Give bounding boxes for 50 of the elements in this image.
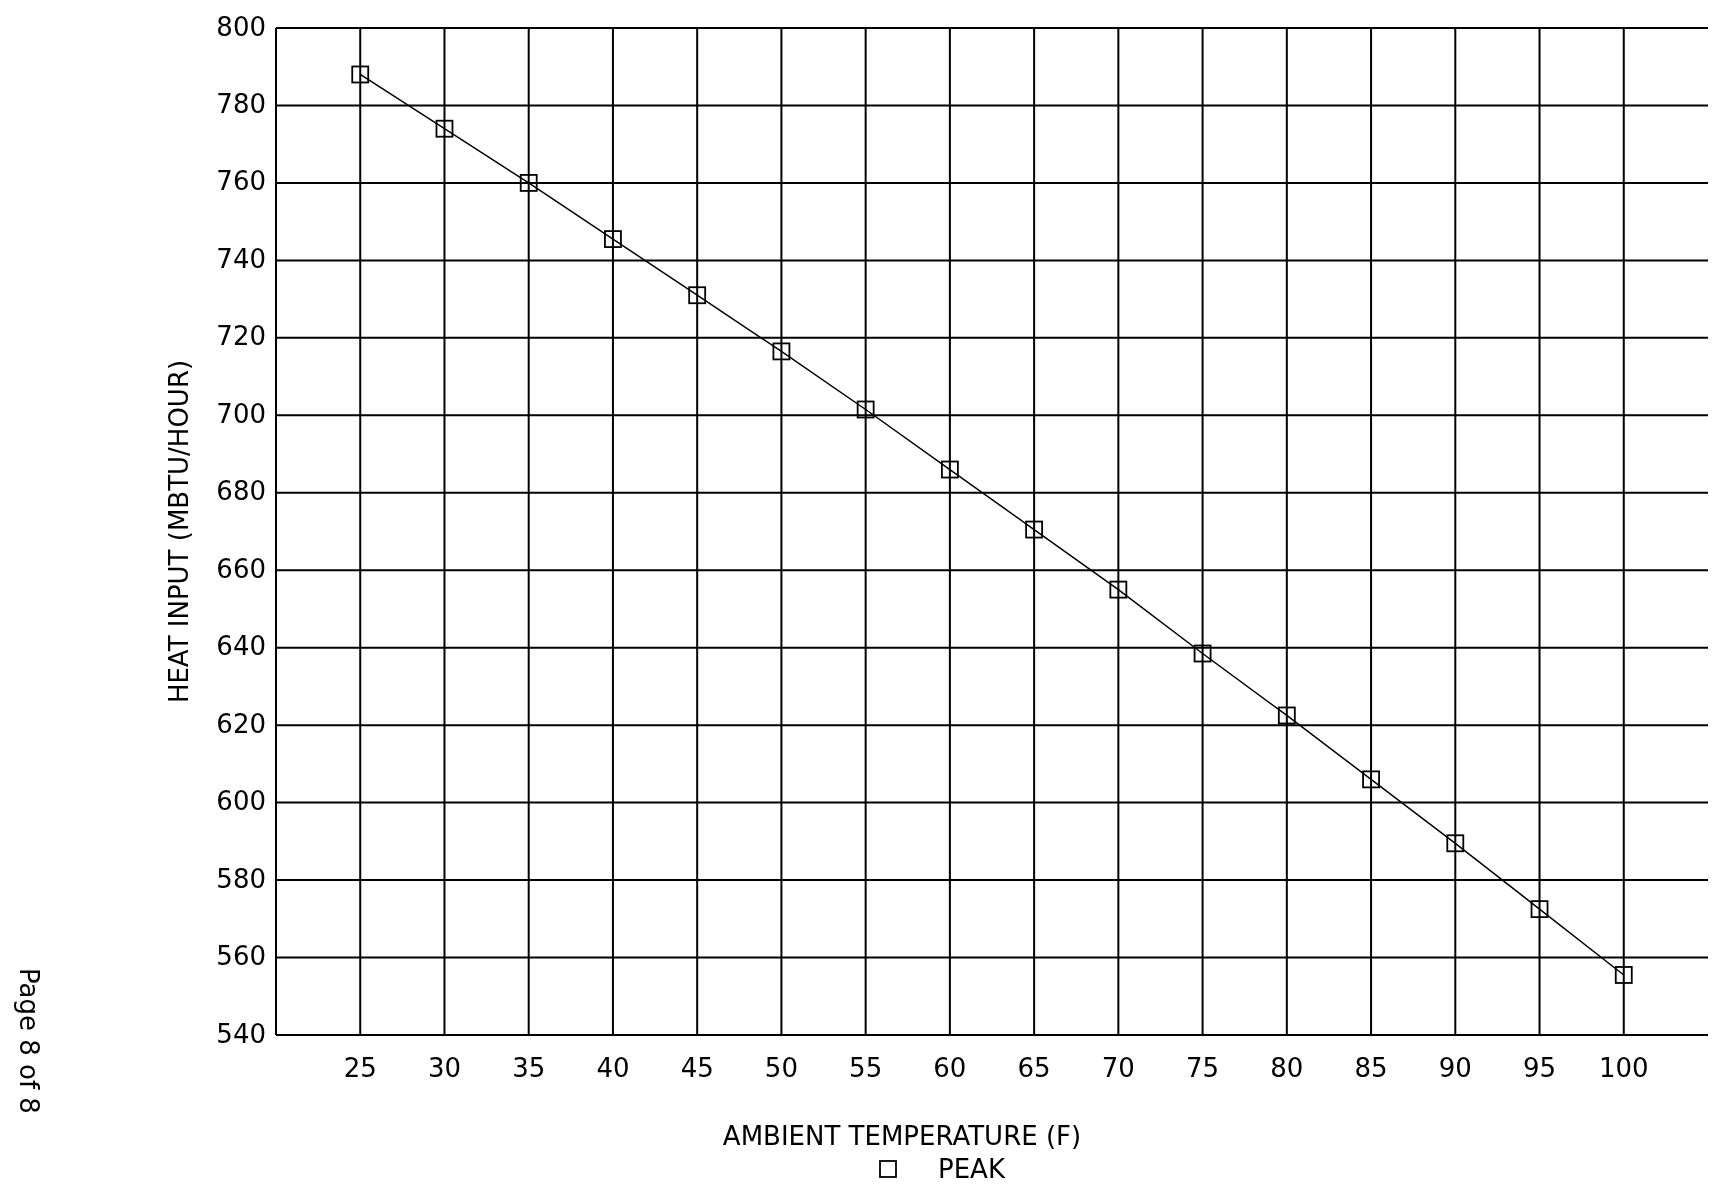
y-tick-label: 640 — [216, 631, 266, 662]
x-tick-label: 55 — [849, 1053, 883, 1083]
point — [856, 400, 875, 419]
x-tick-label: 70 — [1101, 1053, 1135, 1083]
point — [1277, 706, 1296, 725]
x-tick-label: 60 — [933, 1053, 967, 1083]
y-tick-label: 620 — [216, 708, 266, 739]
point — [1109, 580, 1128, 599]
x-tick-label: 35 — [512, 1053, 546, 1083]
point — [1446, 834, 1465, 853]
x-tick-label: 65 — [1017, 1053, 1051, 1083]
x-tick-label: 50 — [764, 1053, 798, 1083]
x-tick-label: 45 — [680, 1053, 714, 1083]
legend-label: PEAK — [938, 1154, 1006, 1184]
y-tick-label: 580 — [216, 863, 266, 894]
x-tick-label: 30 — [427, 1053, 462, 1083]
y-tick-label: 760 — [216, 166, 266, 197]
x-tick-label: 95 — [1522, 1053, 1557, 1083]
x-tick-label: 25 — [343, 1053, 377, 1083]
x-tick-label: 100 — [1598, 1053, 1649, 1083]
point — [940, 460, 959, 479]
y-tick-label: 660 — [216, 553, 266, 584]
point — [772, 342, 791, 361]
x-axis-title: AMBIENT TEMPERATURE (F) — [722, 1121, 1082, 1151]
x-tick-label: 85 — [1354, 1053, 1388, 1083]
point — [435, 119, 454, 138]
point — [351, 65, 370, 84]
point — [1025, 520, 1044, 539]
y-tick-label: 540 — [216, 1018, 266, 1049]
point — [1193, 644, 1212, 663]
x-tick-label: 80 — [1270, 1053, 1304, 1083]
point — [1614, 966, 1633, 984]
y-tick-label: 780 — [216, 88, 266, 119]
point — [1530, 900, 1549, 919]
x-tick-label: 75 — [1186, 1053, 1220, 1083]
y-tick-label: 700 — [216, 398, 266, 429]
y-tick-label: 560 — [216, 941, 266, 972]
y-tick-label: 680 — [216, 476, 266, 507]
y-tick-label: 600 — [216, 786, 266, 817]
y-tick-label: 720 — [216, 321, 266, 352]
x-tick-label: 40 — [596, 1053, 630, 1083]
point — [1362, 770, 1380, 789]
x-tick-label: 90 — [1438, 1053, 1472, 1083]
point — [688, 286, 707, 305]
y-axis-title: HEAT INPUT (MBTU/HOUR) — [164, 359, 194, 704]
point — [519, 174, 538, 192]
point — [604, 230, 622, 248]
y-tick-label: 800 — [216, 11, 266, 42]
text: Page 8 of 8 — [14, 968, 44, 1114]
y-tick-label: 740 — [216, 243, 266, 274]
